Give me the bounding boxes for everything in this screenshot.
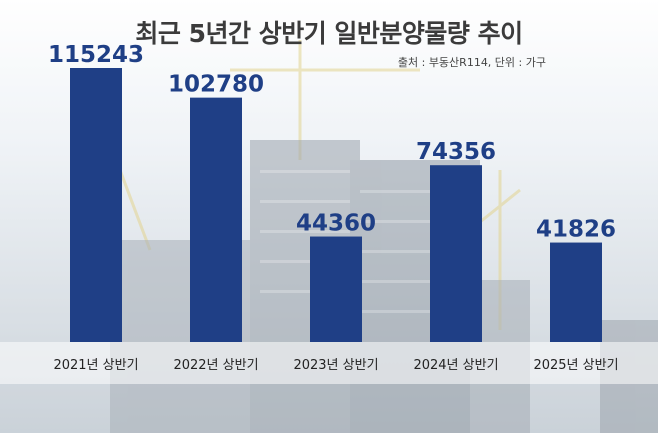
value-label-3: 44360: [296, 211, 376, 237]
category-label-4: 2024년 상반기: [413, 358, 498, 373]
value-label-4: 74356: [416, 139, 496, 165]
value-label-2: 102780: [168, 72, 264, 98]
bar-5: [550, 242, 602, 342]
bar-4: [430, 165, 482, 342]
category-label-1: 2021년 상반기: [53, 358, 138, 373]
bar-2: [190, 97, 242, 342]
category-label-2: 2022년 상반기: [173, 358, 258, 373]
value-label-1: 115243: [48, 42, 144, 68]
source-note: 출처 : 부동산R114, 단위 : 가구: [397, 56, 546, 69]
category-strip: [0, 342, 658, 384]
bar-3: [310, 236, 362, 342]
chart-title: 최근 5년간 상반기 일반분양물량 추이: [135, 19, 523, 48]
value-label-5: 41826: [536, 217, 616, 243]
bar-1: [70, 68, 122, 342]
category-label-3: 2023년 상반기: [293, 358, 378, 373]
category-label-5: 2025년 상반기: [533, 358, 618, 373]
